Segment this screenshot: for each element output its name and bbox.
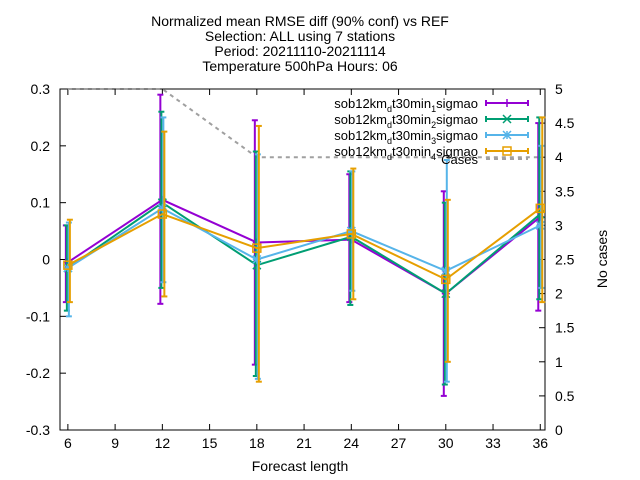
series-line <box>67 207 541 272</box>
x-tick-label: 21 <box>296 435 312 451</box>
y2-tick-label: 0 <box>555 422 563 438</box>
legend: sob12kmdt30min1sigmaosob12kmdt30min2sigm… <box>334 96 529 167</box>
data-point <box>157 203 167 213</box>
data-point <box>63 263 73 273</box>
legend-label: sob12kmdt30min2sigmao <box>334 112 478 130</box>
y-tick-label: -0.3 <box>26 422 50 438</box>
x-tick-label: 27 <box>391 435 407 451</box>
y-tick-label: 0 <box>42 252 50 268</box>
data-point <box>502 114 512 124</box>
y2-tick-label: 2 <box>555 286 563 302</box>
y-tick-label: 0.2 <box>31 138 51 154</box>
x-tick-label: 36 <box>532 435 548 451</box>
y-tick-label: -0.1 <box>26 308 50 324</box>
y2-tick-label: 1.5 <box>555 320 575 336</box>
data-point <box>252 243 262 253</box>
x-tick-label: 6 <box>64 435 72 451</box>
y2-axis-label: No cases <box>594 230 610 288</box>
x-tick-label: 12 <box>155 435 171 451</box>
x-tick-label: 9 <box>111 435 119 451</box>
y-tick-label: 0.1 <box>31 195 51 211</box>
title-line: Selection: ALL using 7 stations <box>205 28 395 44</box>
data-series <box>62 93 546 397</box>
y2-tick-label: 3 <box>555 217 563 233</box>
data-point <box>535 203 546 214</box>
data-point <box>502 146 512 156</box>
x-tick-label: 18 <box>249 435 265 451</box>
title-line: Period: 20211110-20211114 <box>214 43 385 59</box>
data-point <box>252 254 262 265</box>
x-tick-label: 24 <box>344 435 360 451</box>
series-4 <box>63 116 546 383</box>
y2-tick-label: 2.5 <box>555 252 575 268</box>
y-tick-label: 0.3 <box>31 81 51 97</box>
cases-series <box>67 88 541 159</box>
y2-tick-label: 0.5 <box>555 388 575 404</box>
y2-tick-label: 1 <box>555 354 563 370</box>
data-point <box>502 130 512 140</box>
data-point <box>346 226 356 236</box>
x-tick-label: 30 <box>438 435 454 451</box>
x-tick-label: 15 <box>202 435 218 451</box>
legend-label: sob12kmdt30min3sigmao <box>334 128 478 146</box>
data-point <box>346 229 357 239</box>
data-point <box>63 260 73 270</box>
y2-tick-label: 4 <box>555 149 563 165</box>
series-line <box>67 201 541 295</box>
data-point <box>157 209 168 219</box>
series-line <box>67 198 541 295</box>
data-point <box>503 99 511 107</box>
axes: 6 9 12 15 18 21 24 27 30 33 36-0.3-0.2-0.100.10.20… <box>26 81 575 451</box>
title-line: Normalized mean RMSE diff (90% conf) vs … <box>151 13 449 29</box>
chart-title: Normalized mean RMSE diff (90% conf) vs … <box>151 13 449 74</box>
series-line <box>67 207 541 281</box>
y-tick-label: -0.2 <box>26 365 50 381</box>
legend-label: sob12kmdt30min1sigmao <box>334 96 478 114</box>
data-point <box>441 266 451 276</box>
y2-tick-label: 3.5 <box>555 183 575 199</box>
cases-line <box>67 88 541 159</box>
legend-label: Cases <box>441 152 478 167</box>
title-line: Temperature 500hPa Hours: 06 <box>202 58 398 74</box>
x-tick-label: 33 <box>485 435 501 451</box>
y2-tick-label: 4.5 <box>555 115 575 131</box>
x-axis-label: Forecast length <box>252 458 349 474</box>
data-point <box>441 274 451 285</box>
data-point <box>535 220 545 230</box>
legend-label: sob12kmdt30min4sigmao <box>334 144 478 162</box>
y2-tick-label: 5 <box>555 81 563 97</box>
